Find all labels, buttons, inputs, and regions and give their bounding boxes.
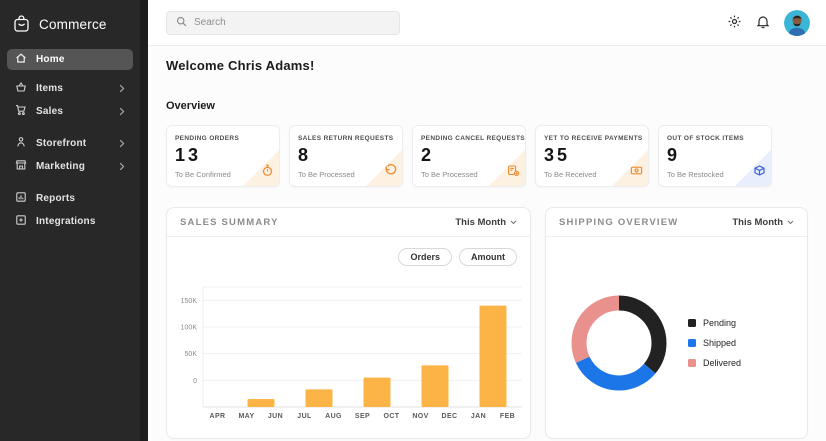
sidebar-item-home[interactable]: Home — [7, 49, 133, 70]
chevron-right-icon — [119, 103, 125, 121]
chevron-right-icon — [119, 135, 125, 153]
legend-item-pending: Pending — [688, 318, 741, 328]
chevron-right-icon — [119, 80, 125, 98]
app-logo: Commerce — [0, 0, 140, 49]
settings-button[interactable] — [727, 14, 742, 32]
legend-item-shipped: Shipped — [688, 338, 741, 348]
card-corner-decoration — [735, 150, 771, 186]
notifications-icon — [756, 14, 770, 32]
stat-card-cancel-requests[interactable]: PENDING CANCEL REQUESTS 2 To Be Processe… — [412, 125, 526, 187]
svg-text:150K: 150K — [181, 298, 198, 305]
shipping-period-dropdown[interactable]: This Month — [732, 217, 794, 228]
bar-chart-icon — [15, 190, 27, 208]
settings-icon — [727, 14, 742, 32]
search-input[interactable] — [194, 17, 390, 28]
svg-text:DEC: DEC — [442, 413, 458, 420]
stat-card-out-of-stock[interactable]: OUT OF STOCK ITEMS 9 To Be Restocked — [658, 125, 772, 187]
payment-icon — [630, 164, 643, 182]
pending-swatch — [688, 319, 696, 327]
sidebar-item-integrations[interactable]: Integrations — [7, 211, 133, 232]
svg-text:100K: 100K — [181, 325, 198, 332]
integrations-icon — [15, 213, 27, 231]
overview-heading: Overview — [166, 100, 215, 112]
sales-period-dropdown[interactable]: This Month — [455, 217, 517, 228]
home-icon — [15, 51, 27, 69]
card-corner-decoration — [489, 150, 525, 186]
donut-legend: Pending Shipped Delivered — [688, 318, 741, 368]
stat-value: 8 — [298, 145, 312, 165]
stat-value: 35 — [544, 145, 571, 165]
store-icon — [15, 158, 27, 176]
svg-text:50K: 50K — [185, 351, 198, 358]
cancel-gear-icon — [507, 164, 520, 182]
welcome-heading: Welcome Chris Adams! — [166, 58, 315, 73]
stat-card-sales-returns[interactable]: SALES RETURN REQUESTS 8 To Be Processed — [289, 125, 403, 187]
user-avatar[interactable] — [784, 9, 810, 36]
stat-cards-row: PENDING ORDERS 13 To Be Confirmed SALES … — [166, 125, 808, 187]
legend-item-delivered: Delivered — [688, 358, 741, 368]
shipping-overview-title: SHIPPING OVERVIEW — [559, 216, 679, 228]
sales-summary-panel: SALES SUMMARY This Month Orders Amount 1… — [166, 207, 531, 439]
card-corner-decoration — [243, 150, 279, 186]
box-icon — [753, 164, 766, 182]
sidebar-item-sales[interactable]: Sales — [7, 101, 133, 122]
chevron-down-icon — [510, 217, 517, 228]
search-icon — [176, 14, 187, 32]
orders-toggle-button[interactable]: Orders — [398, 248, 452, 266]
series-toggle: Orders Amount — [167, 237, 530, 266]
commerce-logo-icon — [13, 15, 31, 33]
app-title: Commerce — [39, 16, 107, 32]
stat-value: 9 — [667, 145, 681, 165]
stat-value: 2 — [421, 145, 435, 165]
cart-icon — [15, 103, 27, 121]
shipping-donut-chart — [571, 295, 667, 391]
stat-value: 13 — [175, 145, 202, 165]
sidebar-item-storefront[interactable]: Storefront — [7, 133, 133, 154]
svg-text:JUL: JUL — [297, 413, 312, 420]
chevron-down-icon — [787, 217, 794, 228]
undo-icon — [384, 164, 397, 182]
svg-text:OCT: OCT — [384, 413, 400, 420]
topbar — [148, 0, 826, 46]
sidebar-nav: Home Items — [0, 49, 140, 232]
stat-card-pending-orders[interactable]: PENDING ORDERS 13 To Be Confirmed — [166, 125, 280, 187]
main-content: Welcome Chris Adams! Overview PENDING OR… — [148, 46, 826, 441]
notifications-button[interactable] — [756, 14, 770, 32]
search-box[interactable] — [166, 10, 400, 35]
sales-bar-chart: 150K 100K 50K 0 APR MAY JUN JUL AUG SEP OCT NOV DEC J… — [181, 286, 522, 420]
sidebar-item-reports[interactable]: Reports — [7, 188, 133, 209]
sidebar-item-items[interactable]: Items — [7, 78, 133, 99]
svg-text:JUN: JUN — [268, 413, 283, 420]
stopwatch-icon — [261, 164, 274, 182]
svg-text:JAN: JAN — [471, 413, 486, 420]
shipping-overview-panel: SHIPPING OVERVIEW This Month — [545, 207, 808, 439]
svg-text:APR: APR — [210, 413, 226, 420]
sidebar: Commerce Home Items — [0, 0, 148, 441]
basket-icon — [15, 80, 27, 98]
svg-text:0: 0 — [193, 378, 197, 385]
svg-text:MAY: MAY — [238, 413, 254, 420]
stat-card-payments[interactable]: YET TO RECEIVE PAYMENTS 35 To Be Receive… — [535, 125, 649, 187]
shipped-swatch — [688, 339, 696, 347]
sales-summary-title: SALES SUMMARY — [180, 216, 279, 228]
chevron-right-icon — [119, 158, 125, 176]
svg-text:NOV: NOV — [412, 413, 428, 420]
delivered-swatch — [688, 359, 696, 367]
charts-row: SALES SUMMARY This Month Orders Amount 1… — [166, 207, 808, 439]
person-icon — [15, 135, 27, 153]
svg-text:FEB: FEB — [500, 413, 515, 420]
amount-toggle-button[interactable]: Amount — [459, 248, 517, 266]
svg-text:SEP: SEP — [355, 413, 370, 420]
svg-text:AUG: AUG — [325, 413, 342, 420]
sidebar-item-marketing[interactable]: Marketing — [7, 156, 133, 177]
